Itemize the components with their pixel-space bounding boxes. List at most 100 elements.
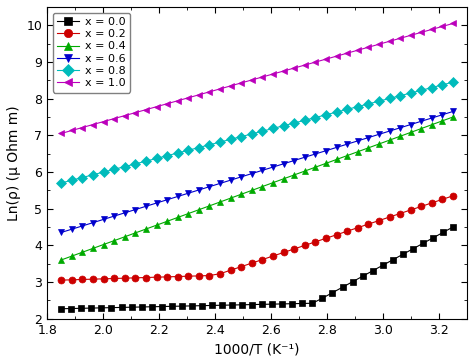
x = 1.0 bbox=[196, 93, 202, 97]
x = 0.4 bbox=[365, 146, 371, 150]
x = 0.0 bbox=[300, 301, 305, 306]
x = 0.0 bbox=[159, 304, 164, 309]
x = 0.6 bbox=[334, 145, 339, 150]
x = 0.4 bbox=[196, 208, 202, 212]
x = 0.4 bbox=[207, 204, 212, 208]
x = 0.0 bbox=[149, 305, 155, 309]
x = 1.0 bbox=[143, 107, 149, 112]
x = 0.2 bbox=[80, 277, 85, 282]
x = 0.8 bbox=[196, 145, 202, 150]
x = 0.0 bbox=[209, 303, 215, 307]
x = 0.4 bbox=[143, 227, 149, 231]
x = 0.0 bbox=[58, 307, 64, 311]
x = 0.6 bbox=[376, 132, 382, 136]
x = 1.0 bbox=[217, 87, 223, 91]
x = 0.2 bbox=[355, 225, 361, 230]
x = 0.0 bbox=[350, 280, 356, 284]
Line: x = 0.2: x = 0.2 bbox=[58, 192, 456, 284]
x = 0.4 bbox=[175, 215, 181, 220]
x = 0.6 bbox=[122, 211, 128, 215]
x = 0.4 bbox=[355, 150, 361, 154]
x = 1.0 bbox=[408, 33, 413, 37]
x = 0.0 bbox=[239, 303, 245, 307]
x = 0.6 bbox=[419, 119, 424, 123]
x = 0.6 bbox=[154, 201, 159, 205]
x = 0.2 bbox=[376, 219, 382, 223]
x = 0.2 bbox=[238, 265, 244, 269]
Line: x = 0.0: x = 0.0 bbox=[58, 224, 456, 312]
x = 0.0 bbox=[420, 241, 426, 246]
x = 0.4 bbox=[270, 180, 276, 185]
x = 0.4 bbox=[419, 126, 424, 131]
X-axis label: 1000/T (K⁻¹): 1000/T (K⁻¹) bbox=[214, 342, 300, 356]
x = 0.8 bbox=[185, 148, 191, 152]
x = 0.6 bbox=[281, 162, 286, 166]
x = 0.0 bbox=[390, 258, 396, 262]
x = 0.4 bbox=[387, 138, 392, 142]
x = 1.0 bbox=[164, 102, 170, 106]
x = 0.0 bbox=[430, 236, 436, 240]
x = 0.0 bbox=[269, 302, 275, 306]
x = 0.8 bbox=[249, 132, 255, 136]
x = 1.0 bbox=[238, 81, 244, 85]
x = 0.6 bbox=[365, 135, 371, 140]
x = 0.2 bbox=[312, 240, 318, 244]
x = 0.2 bbox=[101, 277, 107, 281]
x = 0.2 bbox=[185, 274, 191, 278]
x = 0.8 bbox=[111, 167, 117, 171]
x = 0.0 bbox=[360, 274, 365, 278]
x = 0.2 bbox=[439, 197, 445, 201]
x = 0.8 bbox=[312, 115, 318, 120]
x = 0.6 bbox=[292, 158, 297, 163]
x = 0.6 bbox=[387, 129, 392, 133]
Line: x = 0.6: x = 0.6 bbox=[58, 108, 456, 236]
x = 0.6 bbox=[450, 109, 456, 114]
x = 0.8 bbox=[281, 123, 286, 128]
x = 0.2 bbox=[344, 229, 350, 233]
x = 0.8 bbox=[207, 143, 212, 147]
x = 0.6 bbox=[238, 175, 244, 179]
x = 1.0 bbox=[344, 51, 350, 55]
x = 0.8 bbox=[334, 110, 339, 114]
x = 0.0 bbox=[410, 247, 416, 251]
x = 0.0 bbox=[380, 263, 385, 268]
x = 0.0 bbox=[259, 302, 265, 306]
x = 0.6 bbox=[302, 155, 308, 159]
x = 0.2 bbox=[196, 274, 202, 278]
x = 1.0 bbox=[450, 21, 456, 26]
x = 0.6 bbox=[217, 181, 223, 185]
x = 0.4 bbox=[249, 188, 255, 192]
x = 0.0 bbox=[290, 302, 295, 306]
x = 0.8 bbox=[122, 164, 128, 169]
x = 0.8 bbox=[164, 154, 170, 158]
x = 0.2 bbox=[397, 211, 403, 216]
x = 0.2 bbox=[292, 247, 297, 251]
x = 0.4 bbox=[164, 219, 170, 224]
x = 1.0 bbox=[419, 30, 424, 34]
x = 1.0 bbox=[122, 114, 128, 118]
x = 0.0 bbox=[118, 305, 124, 310]
x = 0.4 bbox=[312, 165, 318, 170]
x = 0.8 bbox=[302, 118, 308, 122]
x = 0.0 bbox=[249, 302, 255, 307]
x = 0.8 bbox=[429, 85, 435, 90]
x = 0.0 bbox=[139, 305, 145, 309]
x = 0.2 bbox=[217, 272, 223, 276]
x = 0.6 bbox=[58, 230, 64, 234]
x = 0.0 bbox=[79, 306, 84, 310]
x = 0.6 bbox=[80, 224, 85, 228]
x = 0.2 bbox=[302, 243, 308, 248]
x = 0.2 bbox=[249, 261, 255, 265]
x = 0.2 bbox=[334, 233, 339, 237]
x = 1.0 bbox=[111, 117, 117, 121]
x = 0.6 bbox=[323, 148, 329, 153]
x = 0.4 bbox=[281, 177, 286, 181]
x = 0.2 bbox=[207, 273, 212, 278]
x = 1.0 bbox=[228, 84, 234, 88]
x = 0.4 bbox=[408, 130, 413, 135]
x = 0.0 bbox=[440, 230, 446, 234]
x = 0.8 bbox=[175, 151, 181, 155]
x = 0.0 bbox=[179, 304, 185, 308]
x = 0.2 bbox=[69, 278, 75, 282]
x = 0.4 bbox=[344, 154, 350, 158]
